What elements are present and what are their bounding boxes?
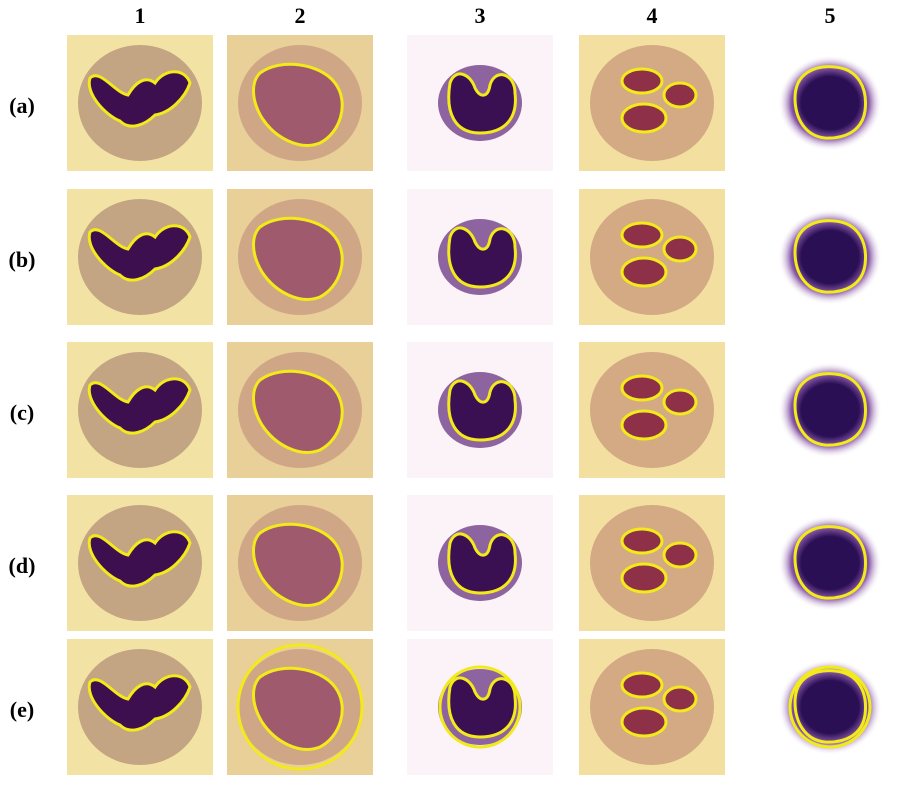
nucleus-outline — [664, 390, 696, 414]
cell-image — [579, 35, 725, 171]
figure: 1 2 3 4 5 (a) (b) (c) (d) (e) — [0, 0, 924, 786]
cell-image — [227, 189, 373, 325]
cell-image — [579, 639, 725, 775]
cell-image — [757, 189, 903, 325]
row-label: (e) — [10, 697, 34, 722]
nucleus-outline — [622, 564, 666, 592]
row-label: (d) — [9, 553, 36, 578]
nucleus-outline — [622, 411, 666, 439]
nucleus-outline — [622, 673, 662, 697]
nucleus-outline — [622, 258, 666, 286]
cell-image — [757, 342, 903, 478]
nucleus-outline — [622, 376, 662, 400]
nucleus-outline — [622, 223, 662, 247]
nucleus-outline — [664, 543, 696, 567]
cell-body — [590, 199, 714, 315]
cell-image — [407, 35, 553, 171]
cell-image — [757, 639, 903, 775]
cell-image — [579, 495, 725, 631]
nucleus-outline — [622, 529, 662, 553]
cell-image — [757, 35, 903, 171]
cell-body — [590, 45, 714, 161]
nucleus-outline — [622, 69, 662, 93]
cell-image — [407, 189, 553, 325]
nucleus-outline — [622, 708, 666, 736]
column-label: 1 — [135, 3, 146, 28]
column-label: 3 — [475, 3, 486, 28]
cell-body — [590, 505, 714, 621]
cell-image — [67, 639, 213, 775]
cell-body — [590, 649, 714, 765]
cell-image — [579, 189, 725, 325]
nucleus-outline — [622, 104, 666, 132]
cell-image — [227, 35, 373, 171]
cell-image — [227, 342, 373, 478]
cell-image — [67, 35, 213, 171]
cell-image — [757, 495, 903, 631]
row-label: (b) — [9, 247, 36, 272]
cell-image — [407, 639, 553, 775]
cell-image — [67, 342, 213, 478]
cell-image — [67, 495, 213, 631]
column-label: 2 — [295, 3, 306, 28]
cell-image — [407, 495, 553, 631]
column-label: 4 — [647, 3, 658, 28]
row-label: (c) — [10, 400, 34, 425]
cell-image — [407, 342, 553, 478]
cell-body — [590, 352, 714, 468]
nucleus-outline — [664, 687, 696, 711]
column-label: 5 — [825, 3, 836, 28]
cell-image — [227, 495, 373, 631]
row-label: (a) — [9, 93, 35, 118]
nucleus-outline — [664, 237, 696, 261]
cell-image — [67, 189, 213, 325]
cell-image — [579, 342, 725, 478]
nucleus-outline — [664, 83, 696, 107]
cell-image — [227, 639, 373, 775]
